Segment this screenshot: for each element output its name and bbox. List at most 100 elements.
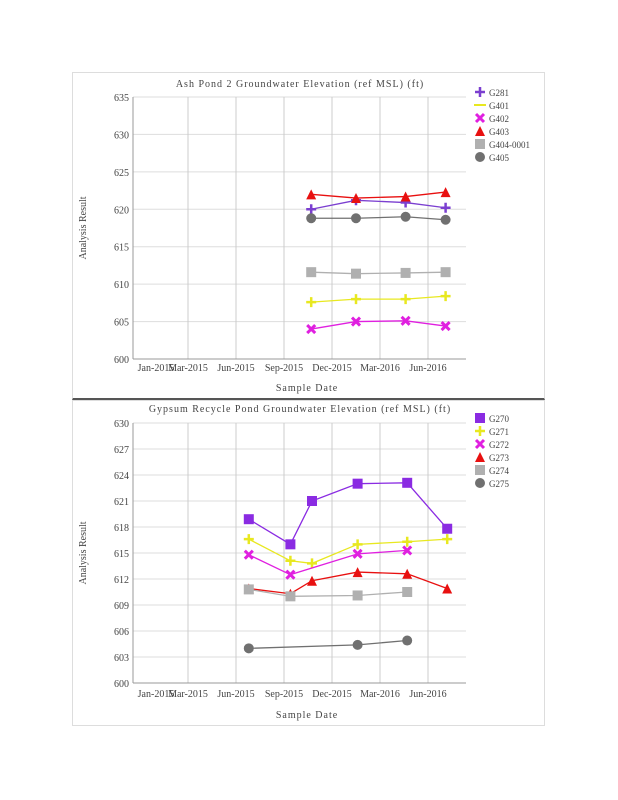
y-tick-label: 606	[114, 627, 129, 638]
data-point-g271	[352, 539, 363, 550]
legend-marker-g405	[475, 152, 485, 162]
series-line-g272	[248, 549, 408, 576]
data-point-g274	[402, 587, 413, 597]
legend-marker-g275	[475, 478, 485, 488]
y-tick-label: 621	[114, 497, 129, 508]
x-tick-label: Jun-2016	[409, 363, 446, 374]
data-point-g403	[440, 187, 451, 198]
x-tick-label: Mar-2015	[168, 689, 208, 700]
data-point-g404-0001	[440, 267, 451, 278]
series-line-g274	[248, 588, 408, 597]
data-point-g271	[243, 534, 254, 545]
y-tick-label: 625	[114, 168, 129, 179]
data-point-g271	[307, 558, 317, 569]
legend-label: G274	[489, 466, 509, 476]
data-point-g402	[306, 323, 317, 335]
y-tick-label: 620	[114, 205, 129, 216]
legend-label: G272	[489, 440, 509, 450]
legend-marker-g274	[475, 465, 485, 475]
x-tick-label: Jan-2015	[138, 689, 175, 700]
data-point-g274	[285, 591, 296, 602]
x-axis-label: Sample Date	[276, 710, 338, 721]
data-point-g275	[243, 643, 254, 654]
data-point-g401	[400, 294, 411, 305]
data-point-g270	[307, 496, 317, 506]
legend-label: G271	[489, 427, 509, 437]
data-point-g402	[400, 315, 411, 326]
data-point-g401	[351, 294, 361, 305]
series-line-g405	[311, 216, 446, 221]
data-point-g273	[402, 568, 413, 579]
y-tick-label: 615	[114, 549, 129, 560]
data-point-g275	[402, 635, 413, 646]
data-point-g401	[440, 291, 451, 302]
data-point-g405	[306, 213, 317, 224]
data-point-g403	[306, 189, 317, 200]
data-point-g270	[243, 514, 254, 525]
data-point-g402	[350, 316, 362, 327]
data-point-g272	[352, 548, 363, 559]
data-point-g404-0001	[306, 267, 317, 278]
data-point-g274	[243, 584, 254, 595]
series-line-g402	[311, 320, 446, 330]
data-point-g270	[352, 478, 363, 489]
legend-label: G270	[489, 414, 509, 424]
data-point-g271	[402, 536, 413, 547]
x-tick-label: Dec-2015	[312, 363, 351, 374]
data-point-g273	[442, 583, 453, 594]
series-line-g281	[311, 199, 446, 210]
x-tick-label: Mar-2016	[360, 363, 400, 374]
legend-marker-g271	[475, 426, 485, 436]
y-tick-label: 624	[114, 471, 129, 482]
data-point-g401	[306, 297, 317, 308]
data-point-g275	[352, 639, 363, 650]
legend-label: G273	[489, 453, 509, 463]
y-tick-label: 618	[114, 523, 129, 534]
legend-marker-g402	[474, 112, 486, 124]
legend-marker-g273	[475, 452, 485, 462]
data-point-g405	[400, 211, 411, 222]
legend-label: G402	[489, 114, 509, 124]
legend-marker-g403	[475, 126, 485, 136]
legend-marker-g272	[474, 438, 486, 450]
data-point-g281	[306, 204, 317, 215]
series-line-g273	[248, 571, 448, 595]
x-tick-label: Jan-2015	[138, 363, 175, 374]
legend-marker-g404-0001	[475, 139, 485, 149]
y-tick-label: 610	[114, 280, 129, 291]
series-line-g404-0001	[311, 271, 446, 275]
legend-label: G281	[489, 88, 509, 98]
y-tick-label: 609	[114, 601, 129, 612]
legend-label: G404-0001	[489, 140, 530, 150]
series-line-g401	[311, 295, 446, 303]
series-line-g271	[248, 538, 448, 565]
x-tick-label: Sep-2015	[265, 689, 303, 700]
chart-title: Gypsum Recycle Pond Groundwater Elevatio…	[149, 404, 451, 415]
x-tick-label: Mar-2015	[168, 363, 208, 374]
data-point-g271	[442, 534, 453, 545]
data-point-g403	[400, 191, 411, 202]
y-tick-label: 600	[114, 679, 129, 690]
legend-marker-g281	[475, 87, 485, 97]
data-point-g272	[285, 569, 296, 580]
y-tick-label: 605	[114, 318, 129, 329]
legend-marker-g270	[475, 413, 485, 423]
x-tick-label: Jun-2015	[217, 363, 254, 374]
y-axis-label: Analysis Result	[78, 521, 89, 584]
data-point-g272	[402, 545, 413, 556]
y-tick-label: 627	[114, 445, 129, 456]
series-line-g403	[311, 191, 446, 199]
data-point-g404-0001	[351, 268, 361, 279]
data-point-g273	[307, 575, 317, 586]
data-point-g405	[440, 214, 451, 225]
y-tick-label: 612	[114, 575, 129, 586]
x-axis-label: Sample Date	[276, 383, 338, 394]
data-point-g405	[351, 213, 361, 224]
ash-pond-chart-frame	[72, 72, 545, 400]
data-point-g273	[352, 567, 363, 578]
chart-title: Ash Pond 2 Groundwater Elevation (ref MS…	[176, 79, 424, 90]
series-line-g275	[248, 639, 408, 649]
legend-label: G405	[489, 153, 509, 163]
data-point-g404-0001	[400, 267, 411, 278]
